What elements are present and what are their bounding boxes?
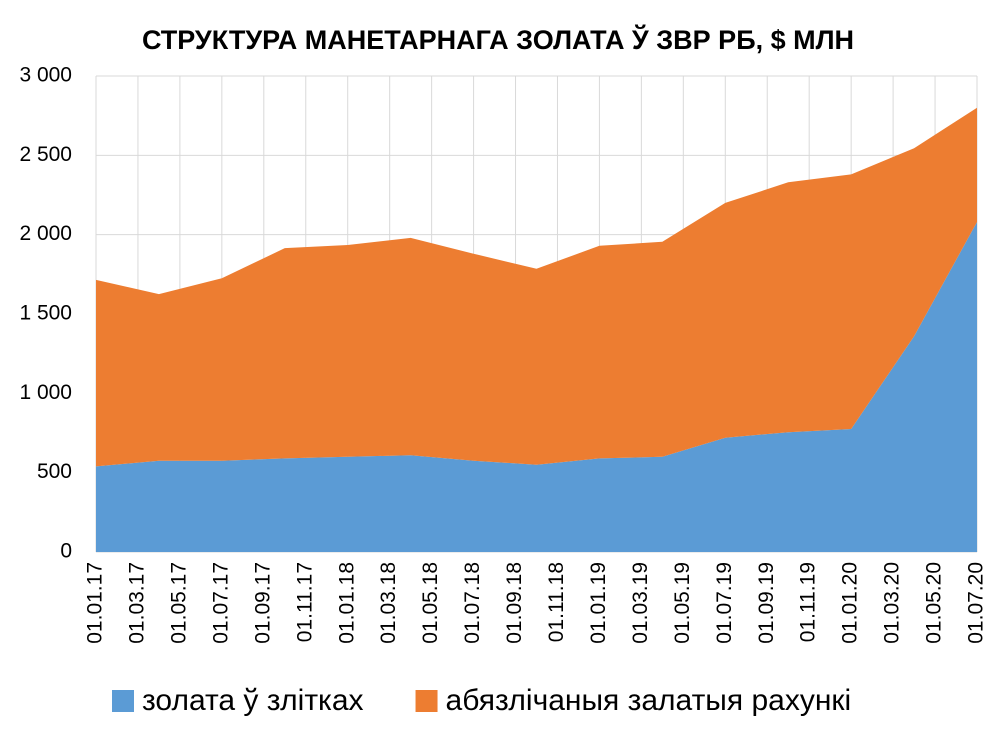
y-tick-label: 2 000 [19, 222, 72, 245]
x-tick-label: 01.09.19 [755, 562, 778, 644]
x-tick-label: 01.01.19 [587, 562, 610, 644]
x-tick-label: 01.03.17 [125, 562, 148, 644]
legend-swatch [112, 690, 134, 712]
chart-title: СТРУКТУРА МАНЕТАРНАГА ЗОЛАТА Ў ЗВР РБ, $… [142, 23, 854, 55]
x-tick-label: 01.05.19 [671, 562, 694, 644]
x-tick-label: 01.01.17 [84, 562, 107, 644]
x-tick-label: 01.07.18 [461, 562, 484, 644]
legend-label: абязлічаныя залатыя рахункі [446, 684, 852, 717]
x-tick-label: 01.05.18 [419, 562, 442, 644]
x-tick-label: 01.03.20 [881, 562, 904, 644]
y-tick-label: 1 000 [19, 381, 72, 404]
y-tick-label: 3 000 [19, 64, 72, 87]
legend-swatch [415, 690, 438, 712]
x-tick-label: 01.01.20 [839, 562, 862, 644]
y-tick-label: 500 [37, 460, 72, 483]
y-tick-label: 2 500 [19, 143, 72, 166]
x-tick-label: 01.07.20 [965, 562, 988, 644]
x-tick-label: 01.03.18 [377, 562, 400, 644]
x-tick-label: 01.05.17 [167, 562, 190, 644]
x-tick-label: 01.11.17 [293, 562, 316, 642]
x-tick-label: 01.11.19 [797, 562, 820, 642]
area [96, 107, 977, 467]
x-tick-label: 01.05.20 [923, 562, 946, 644]
x-tick-label: 01.07.17 [209, 562, 232, 644]
x-tick-label: 01.03.19 [629, 562, 652, 644]
legend-label: золата ў злітках [142, 684, 364, 717]
y-tick-label: 1 500 [19, 302, 72, 325]
y-tick-label: 0 [60, 540, 72, 563]
x-tick-label: 01.01.18 [335, 562, 358, 644]
area [96, 221, 977, 552]
x-tick-label: 01.09.17 [251, 562, 274, 644]
x-tick-label: 01.09.18 [503, 562, 526, 644]
x-tick-label: 01.07.19 [713, 562, 736, 644]
x-tick-label: 01.11.18 [545, 562, 568, 642]
